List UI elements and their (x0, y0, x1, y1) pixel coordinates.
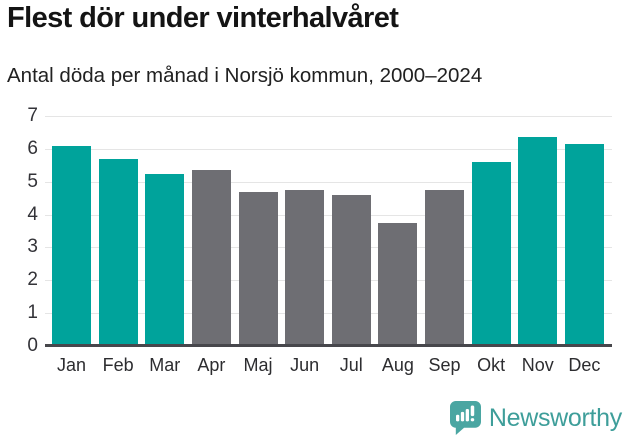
x-axis-label: Maj (243, 355, 273, 375)
y-tick-label: 0 (27, 335, 38, 356)
bar-jul (331, 194, 371, 346)
newsworthy-logo-icon (449, 401, 481, 435)
y-tick-label: 3 (27, 236, 38, 258)
x-axis-label: Jul (339, 355, 363, 375)
bar-apr (191, 170, 231, 346)
plot-area (45, 116, 612, 347)
bar-maj (238, 191, 278, 346)
x-axis-label: Jun (290, 355, 320, 375)
bar-feb (98, 158, 138, 346)
y-tick-label: 6 (27, 137, 38, 159)
bars-container (45, 116, 612, 346)
page-subtitle: Antal döda per månad i Norsjö kommun, 20… (7, 64, 483, 87)
y-tick-label: 7 (27, 105, 38, 126)
gridline (45, 148, 612, 150)
x-axis: Jan Feb Mar Apr Maj Jun Jul Aug Sep Okt Nov Dec (45, 355, 612, 376)
bar-sep (425, 189, 464, 346)
x-axis-label: Nov (521, 355, 554, 375)
gridline (45, 247, 612, 249)
bar-dec (564, 143, 604, 346)
page-title: Flest dör under vinterhalvåret (7, 2, 399, 34)
y-axis: 0 1 2 3 4 5 6 7 (0, 105, 38, 356)
x-axis-label: Aug (381, 355, 414, 375)
gridline (45, 280, 612, 282)
gridline (45, 313, 612, 315)
gridline (45, 116, 612, 117)
y-tick-label: 4 (27, 203, 38, 225)
bar-aug (378, 222, 418, 346)
x-axis-label: Dec (568, 355, 601, 375)
x-axis-line (45, 344, 612, 347)
bar-jun (285, 189, 325, 346)
y-tick-label: 5 (27, 170, 38, 192)
x-axis-label: Sep (428, 355, 461, 375)
x-axis-label: Mar (149, 355, 181, 375)
newsworthy-logo[interactable]: Newsworthy (449, 401, 622, 435)
bar-jan (52, 145, 91, 346)
newsworthy-logo-text: Newsworthy (488, 403, 622, 432)
bar-mar (145, 173, 185, 346)
gridline (45, 214, 612, 216)
x-axis-label: Jan (56, 355, 87, 375)
x-axis-label: Apr (197, 355, 226, 375)
x-axis-label: Okt (477, 355, 506, 375)
y-tick-label: 1 (27, 302, 38, 324)
y-tick-label: 2 (27, 269, 38, 291)
gridline (45, 181, 612, 183)
bar-nov (518, 137, 558, 346)
x-axis-label: Feb (102, 355, 134, 375)
bar-okt (471, 162, 511, 346)
